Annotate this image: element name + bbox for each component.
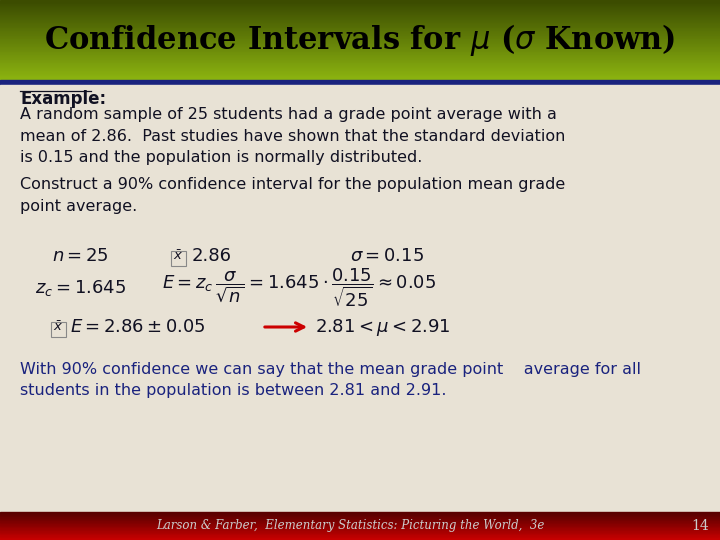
Text: $2.81 < \mu < 2.91$: $2.81 < \mu < 2.91$ — [315, 316, 451, 338]
Bar — [0, 6, 720, 8]
Bar — [0, 19, 720, 21]
Bar — [0, 36, 720, 38]
Text: Larson & Farber,  Elementary Statistics: Picturing the World,  3e: Larson & Farber, Elementary Statistics: … — [156, 519, 544, 532]
Bar — [0, 538, 720, 540]
Bar — [0, 56, 720, 58]
Bar — [0, 64, 720, 65]
Bar — [0, 68, 720, 70]
Bar — [0, 65, 720, 67]
FancyBboxPatch shape — [51, 322, 66, 337]
Bar — [0, 1, 720, 3]
Text: $\bar{x}$: $\bar{x}$ — [53, 320, 63, 334]
Bar — [0, 30, 720, 32]
Text: Construct a 90% confidence interval for the population mean grade
point average.: Construct a 90% confidence interval for … — [20, 177, 565, 214]
Bar — [0, 523, 720, 524]
Bar — [0, 26, 720, 29]
Bar — [0, 524, 720, 526]
Bar — [0, 537, 720, 538]
Bar — [0, 35, 720, 37]
Bar — [0, 521, 720, 523]
Text: Confidence Intervals for $\mu$ ($\sigma$ Known): Confidence Intervals for $\mu$ ($\sigma$… — [45, 22, 675, 58]
Bar — [0, 14, 720, 16]
Bar — [0, 516, 720, 518]
Text: $E = z_c\,\dfrac{\sigma}{\sqrt{n}} = 1.645 \cdot \dfrac{0.15}{\sqrt{25}} \approx: $E = z_c\,\dfrac{\sigma}{\sqrt{n}} = 1.6… — [162, 267, 436, 309]
Bar — [0, 527, 720, 529]
Bar — [0, 39, 720, 42]
Bar — [0, 21, 720, 22]
Bar — [0, 44, 720, 46]
Bar — [0, 534, 720, 536]
Bar — [0, 531, 720, 533]
FancyBboxPatch shape — [171, 251, 186, 266]
Text: 2.86: 2.86 — [192, 247, 232, 265]
Bar — [0, 71, 720, 73]
Text: students in the population is between 2.81 and 2.91.: students in the population is between 2.… — [20, 383, 446, 398]
Bar — [0, 43, 720, 45]
Bar — [0, 9, 720, 11]
Bar — [0, 48, 720, 50]
Bar — [0, 24, 720, 25]
Bar — [0, 4, 720, 6]
Bar — [0, 28, 720, 30]
Bar — [0, 25, 720, 27]
Bar — [0, 525, 720, 528]
Bar — [0, 514, 720, 516]
Bar — [0, 17, 720, 19]
Bar — [0, 41, 720, 43]
Text: $z_c = 1.645$: $z_c = 1.645$ — [35, 278, 126, 298]
Bar — [0, 513, 720, 515]
Bar — [0, 70, 720, 72]
Text: A random sample of 25 students had a grade point average with a
mean of 2.86.  P: A random sample of 25 students had a gra… — [20, 107, 565, 165]
Text: $n = 25$: $n = 25$ — [52, 247, 109, 265]
Bar — [0, 52, 720, 55]
Text: $E = 2.86 \pm 0.05$: $E = 2.86 \pm 0.05$ — [70, 318, 206, 336]
Bar — [0, 22, 720, 24]
Bar — [0, 3, 720, 5]
Bar — [0, 80, 720, 85]
Bar — [0, 49, 720, 51]
Bar — [0, 85, 720, 512]
Bar — [0, 76, 720, 78]
Bar — [0, 51, 720, 53]
Bar — [0, 0, 720, 2]
Bar — [0, 12, 720, 15]
Bar — [0, 31, 720, 33]
Bar — [0, 33, 720, 35]
Bar — [0, 62, 720, 64]
Bar — [0, 511, 720, 514]
Bar — [0, 57, 720, 59]
Bar — [0, 46, 720, 48]
Bar — [0, 54, 720, 56]
Bar — [0, 518, 720, 521]
Text: With 90% confidence we can say that the mean grade point    average for all: With 90% confidence we can say that the … — [20, 362, 641, 377]
Bar — [0, 16, 720, 18]
Bar — [0, 530, 720, 531]
Bar — [0, 517, 720, 519]
Bar — [0, 8, 720, 10]
Text: 14: 14 — [691, 519, 709, 533]
Bar — [0, 528, 720, 530]
Text: $\sigma = 0.15$: $\sigma = 0.15$ — [350, 247, 424, 265]
Text: Example:: Example: — [20, 90, 106, 108]
Text: $\bar{x}$: $\bar{x}$ — [174, 249, 184, 263]
Bar — [0, 38, 720, 40]
Bar — [0, 520, 720, 522]
Bar — [0, 59, 720, 61]
Bar — [0, 532, 720, 535]
Bar — [0, 11, 720, 13]
Bar — [0, 535, 720, 537]
Bar — [0, 67, 720, 69]
Bar — [0, 75, 720, 77]
Bar — [0, 60, 720, 63]
Bar — [0, 78, 720, 80]
Bar — [0, 73, 720, 75]
